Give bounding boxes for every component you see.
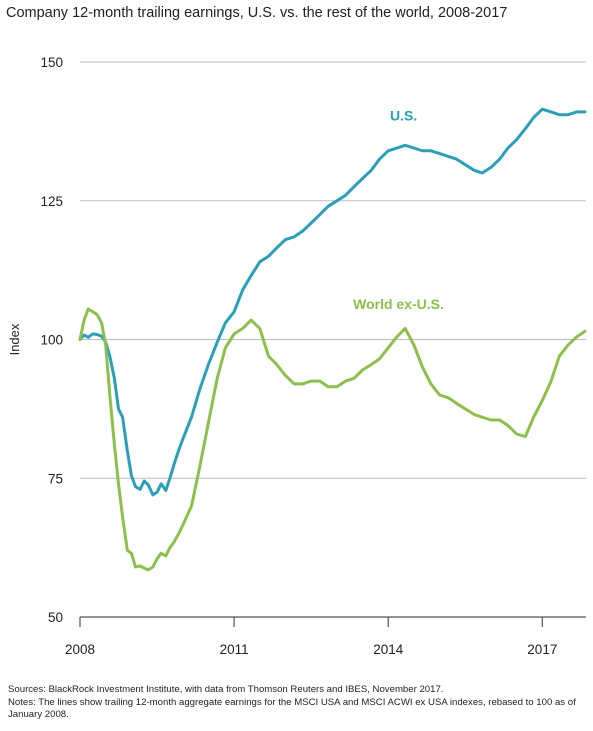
series-line-u-s [78, 107, 587, 497]
y-tick-label: 100 [40, 333, 63, 348]
sources-note: Sources: BlackRock Investment Institute,… [8, 684, 444, 695]
y-tick-label: 50 [48, 610, 63, 625]
x-tick-label: 2014 [373, 642, 404, 657]
y-tick-label: 75 [48, 471, 63, 486]
notes-text: Notes: The lines show trailing 12-month … [8, 696, 576, 721]
series-label-u-s: U.S. [390, 107, 417, 123]
y-axis-label: Index [7, 323, 22, 355]
series-label-world-ex-u-s: World ex-U.S. [353, 296, 444, 312]
x-tick-label: 2017 [527, 642, 557, 657]
x-tick-label: 2008 [65, 642, 95, 657]
y-tick-label: 125 [40, 194, 63, 209]
series-line-world-ex-u-s [78, 307, 587, 572]
y-tick-label: 150 [40, 55, 63, 70]
chart-title: Company 12-month trailing earnings, U.S.… [6, 5, 508, 21]
chart-footer: Sources: BlackRock Investment Institute,… [8, 684, 583, 722]
line-chart: 50 75 100 125 150 2008 2011 2014 2017 Index U.S. Wo… [7, 55, 587, 657]
x-tick-label: 2011 [220, 642, 249, 657]
